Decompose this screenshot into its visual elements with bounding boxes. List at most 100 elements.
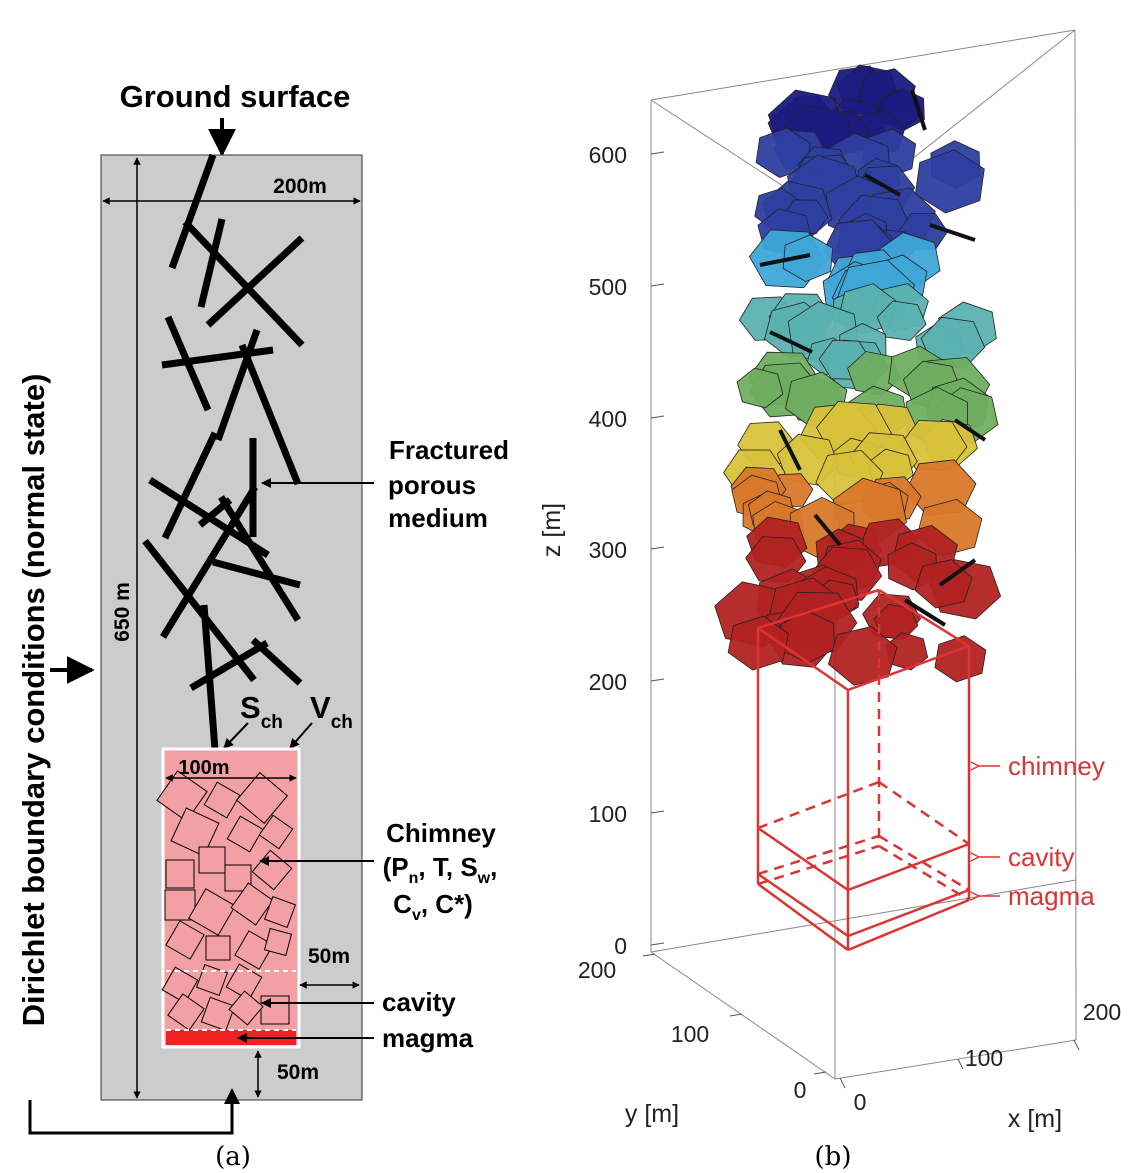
z-tick [650, 942, 665, 946]
chimney-params-2: Cv, C*) [393, 889, 473, 924]
z-tick-label: 600 [589, 142, 627, 168]
panel-b: 0 100 200 300 400 500 600 0 100 200 0 100 200 z [m… [538, 29, 1121, 1172]
chimney-block [230, 882, 274, 926]
bottom-bracket [28, 1090, 234, 1135]
bottom-bracket-arrowhead [224, 1088, 240, 1104]
z-tick-label: 200 [589, 669, 627, 695]
z-tick [650, 283, 665, 287]
chimney-block [198, 846, 226, 874]
fracture-line [205, 235, 305, 328]
x-axis-label: x [m] [1008, 1105, 1062, 1133]
chimney-block [203, 781, 241, 819]
x-tick-label: 0 [854, 1089, 867, 1115]
chimney-block [205, 935, 231, 961]
chimney-block [226, 815, 264, 853]
fracture-polygon [782, 234, 834, 283]
cavity-label-b: cavity [1008, 842, 1074, 872]
s-ch-arrow [223, 722, 249, 749]
fracture-line [238, 343, 302, 486]
x-tick [839, 1077, 846, 1089]
magma-label: magma [382, 1023, 474, 1053]
fracture-line [197, 497, 233, 528]
fracture-line [250, 637, 303, 686]
z-tick-label: 100 [589, 801, 627, 827]
chimney-params-1: (Pn, T, Sw, [383, 852, 498, 887]
z-tick [650, 415, 665, 419]
fractures [142, 153, 305, 751]
fractured-label-1: Fractured [389, 435, 509, 465]
z-tick [650, 151, 665, 155]
chimney-block [235, 771, 289, 825]
fracture-polygon [914, 149, 985, 214]
boundary-label: Dirichlet boundary conditions (normal st… [16, 374, 51, 1027]
fracture-polygon [934, 635, 987, 683]
fractured-label-2: porous [388, 470, 476, 500]
z-tick-label: 500 [589, 274, 627, 300]
fractured-label-3: medium [388, 503, 488, 533]
chimney-wireframe [756, 588, 971, 952]
y-axis-ticks: 0 100 200 [578, 953, 827, 1103]
y-tick-label: 100 [671, 1021, 709, 1047]
x-tick [1073, 1039, 1080, 1051]
y-tick [642, 953, 656, 957]
chimney-block [228, 990, 264, 1026]
panel-a: Ground surface 200m 650 m Dirichlet boun… [16, 79, 509, 1172]
s-ch-label: Sch [240, 690, 283, 733]
y-tick-label: 200 [578, 957, 616, 983]
fracture-edge [929, 223, 976, 242]
z-tick-label: 0 [614, 933, 627, 959]
chimney-block [200, 996, 236, 1032]
z-tick [650, 546, 665, 550]
chimney-block [195, 963, 229, 997]
chimney-block [167, 993, 205, 1031]
chimney-width-label: 100m [178, 757, 229, 779]
caption-a: (a) [215, 1142, 251, 1172]
width-label: 200m [273, 175, 327, 198]
caption-b: (b) [815, 1142, 852, 1172]
fracture-edge [813, 513, 842, 547]
chimney-block [165, 920, 205, 960]
y-tick [729, 1013, 743, 1017]
fracture-line [212, 558, 301, 589]
z-axis-ticks: 0 100 200 300 400 500 600 [589, 142, 665, 959]
fracture-line [142, 538, 257, 683]
y-tick [813, 1071, 827, 1075]
x-tick-label: 100 [965, 1045, 1003, 1071]
z-tick [650, 810, 665, 814]
chimney-block [161, 966, 199, 1004]
fracture-edge [759, 253, 811, 267]
v-ch-arrow [289, 722, 313, 749]
fracture-edge [953, 418, 987, 442]
cavity-label: cavity [382, 987, 456, 1017]
magma-label-b: magma [1008, 881, 1095, 911]
x-axis-ticks: 0 100 200 [839, 999, 1121, 1115]
fracture-polygon [755, 127, 811, 179]
fracture-line [160, 485, 258, 639]
chimney-block [260, 995, 290, 1025]
fracture-line [168, 153, 217, 270]
z-tick [650, 678, 665, 682]
fracture-edge [903, 598, 947, 627]
z-tick-label: 400 [589, 406, 627, 432]
x-tick [957, 1058, 964, 1070]
chimney-block [258, 814, 294, 850]
fracture-line [161, 431, 219, 540]
magma-layer [166, 1030, 296, 1045]
fracture-line [197, 218, 226, 308]
bottom-gap-label: 50m [277, 1061, 319, 1084]
chimney-block [170, 807, 220, 857]
chimney-block [188, 888, 236, 936]
fracture-polygon [876, 300, 927, 341]
chimney-blocks [156, 770, 297, 1032]
chimney-block [164, 889, 196, 921]
z-axis-label: z [m] [538, 503, 566, 557]
fracture-edge [910, 89, 927, 131]
fracture-line [161, 346, 274, 369]
chimney-block [263, 927, 293, 957]
y-tick-label: 0 [794, 1077, 807, 1103]
chimney-block [165, 859, 195, 889]
side-gap-label: 50m [308, 945, 350, 968]
chimney-title: Chimney [386, 818, 496, 848]
chimney-block [234, 930, 274, 970]
